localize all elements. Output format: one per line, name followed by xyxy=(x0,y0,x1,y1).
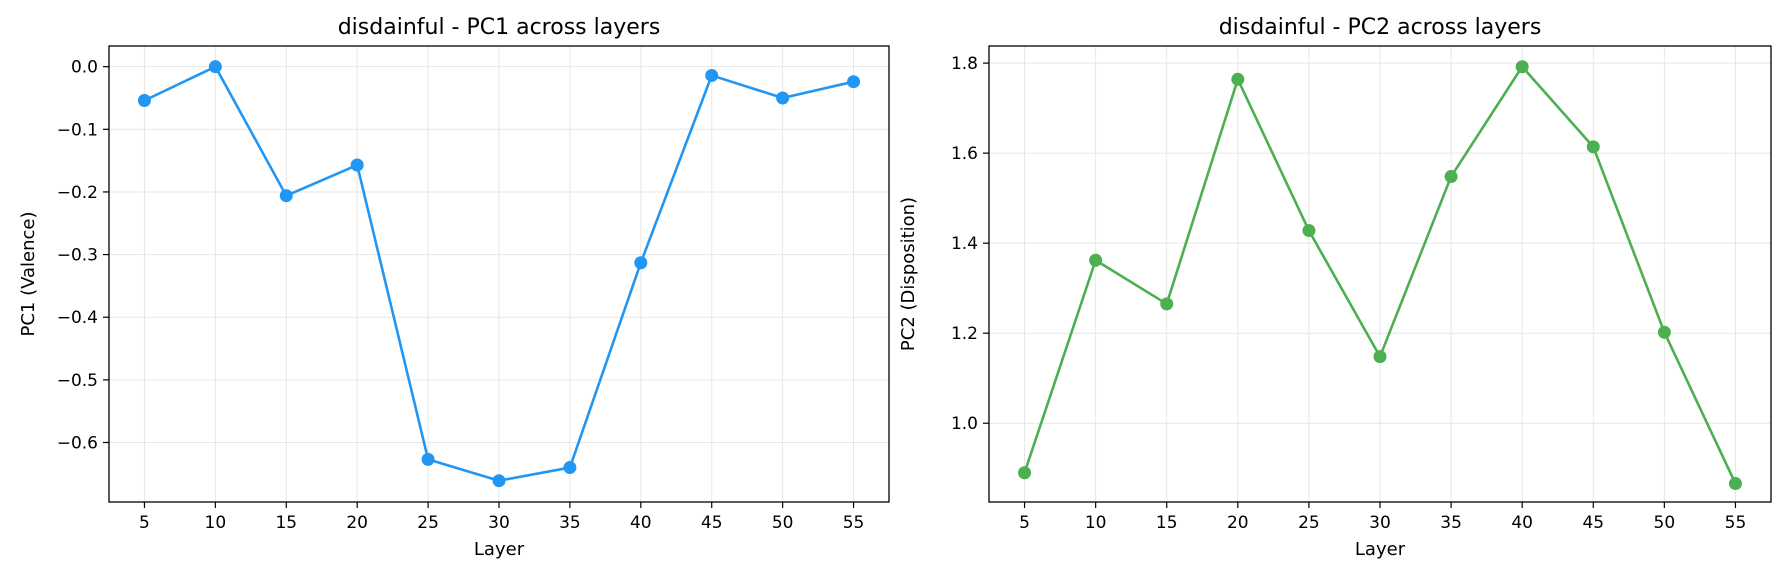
y-axis-label: PC1 (Valence) xyxy=(18,211,39,336)
chart-panel-1: 5 10 15 20 25 30 35 40 45 50 55 0.0 −0.1 −0.2 −0.3 −0.4… xyxy=(18,15,890,560)
x-tick-label: 5 xyxy=(139,513,150,533)
x-tick-label: 40 xyxy=(630,513,652,533)
x-tick-label: 15 xyxy=(1156,513,1178,533)
x-tick-label: 50 xyxy=(772,513,794,533)
x-tick-label: 15 xyxy=(275,513,297,533)
y-tick-label: 1.4 xyxy=(951,234,978,254)
data-point xyxy=(705,68,719,82)
data-point xyxy=(563,461,577,475)
x-tick-label: 55 xyxy=(1725,513,1747,533)
data-point xyxy=(1657,325,1671,339)
x-tick-label: 20 xyxy=(346,513,368,533)
y-tick-label: −0.3 xyxy=(57,246,98,266)
x-tick-label: 50 xyxy=(1654,513,1676,533)
y-tick-label: −0.6 xyxy=(57,433,98,453)
data-point xyxy=(1515,60,1529,74)
x-tick-label: 30 xyxy=(1369,513,1391,533)
data-point xyxy=(1231,72,1245,86)
data-point xyxy=(137,93,151,107)
chart-title: disdainful - PC2 across layers xyxy=(1219,15,1542,40)
data-point xyxy=(776,91,790,105)
data-point xyxy=(421,452,435,466)
x-tick-label: 10 xyxy=(1085,513,1107,533)
x-tick-label: 45 xyxy=(701,513,723,533)
data-point xyxy=(1586,140,1600,154)
data-point xyxy=(279,189,293,203)
y-tick-label: −0.4 xyxy=(57,308,98,328)
x-tick-label: 10 xyxy=(205,513,227,533)
chart-title: disdainful - PC1 across layers xyxy=(338,15,661,40)
data-point xyxy=(1373,350,1387,364)
data-point xyxy=(1302,224,1316,238)
data-point xyxy=(350,158,364,172)
y-tick-label: 1.0 xyxy=(951,414,978,434)
data-point xyxy=(1089,253,1103,267)
data-point xyxy=(208,60,222,74)
x-tick-label: 40 xyxy=(1511,513,1533,533)
y-tick-label: −0.5 xyxy=(57,371,98,391)
data-point xyxy=(1444,170,1458,184)
x-tick-label: 55 xyxy=(843,513,865,533)
y-axis-label: PC2 (Disposition) xyxy=(898,197,919,351)
chart-panel-2: 5 10 15 20 25 30 35 40 45 50 55 1.0 1.2 1.4 1.6 1.8 disd… xyxy=(898,15,1772,560)
x-tick-label: 35 xyxy=(1440,513,1462,533)
y-tick-label: −0.2 xyxy=(57,183,98,203)
y-tick-label: 0.0 xyxy=(71,58,98,78)
data-point xyxy=(1018,466,1032,480)
data-point xyxy=(847,75,861,89)
x-tick-label: 45 xyxy=(1582,513,1604,533)
y-tick-label: 1.6 xyxy=(951,144,978,164)
x-tick-label: 25 xyxy=(1298,513,1320,533)
x-axis-label: Layer xyxy=(474,539,525,560)
x-tick-label: 30 xyxy=(488,513,510,533)
y-tick-label: −0.1 xyxy=(57,120,98,140)
data-point xyxy=(634,256,648,270)
x-tick-label: 25 xyxy=(417,513,439,533)
data-point xyxy=(492,474,506,488)
y-tick-label: 1.8 xyxy=(951,54,978,74)
x-tick-label: 5 xyxy=(1019,513,1030,533)
data-point xyxy=(1160,297,1174,311)
data-point xyxy=(1728,477,1742,491)
x-axis-label: Layer xyxy=(1355,539,1406,560)
x-tick-label: 35 xyxy=(559,513,581,533)
x-tick-label: 20 xyxy=(1227,513,1249,533)
y-tick-label: 1.2 xyxy=(951,324,978,344)
